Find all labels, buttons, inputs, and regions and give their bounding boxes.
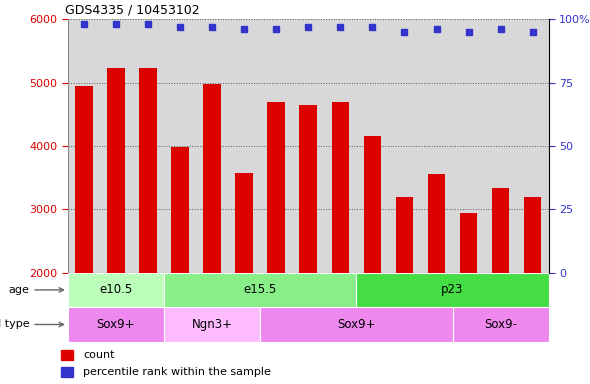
Point: [271, 26, 281, 32]
Bar: [61, 367, 73, 377]
Bar: [396, 197, 413, 273]
Bar: [453, 307, 549, 342]
Bar: [300, 105, 317, 273]
Point: [175, 24, 185, 30]
Bar: [68, 273, 164, 307]
Bar: [363, 136, 381, 273]
Text: cell type: cell type: [0, 319, 64, 329]
Text: percentile rank within the sample: percentile rank within the sample: [83, 367, 271, 377]
Point: [336, 24, 345, 30]
Point: [368, 24, 377, 30]
Bar: [171, 147, 189, 273]
Point: [432, 26, 441, 32]
Point: [464, 29, 473, 35]
Text: Sox9+: Sox9+: [337, 318, 376, 331]
Text: e10.5: e10.5: [99, 283, 133, 296]
Text: count: count: [83, 350, 114, 360]
Point: [79, 21, 88, 27]
Text: age: age: [8, 285, 64, 295]
Bar: [107, 68, 124, 273]
Bar: [492, 189, 509, 273]
Bar: [164, 273, 356, 307]
Text: Ngn3+: Ngn3+: [192, 318, 232, 331]
Bar: [235, 172, 253, 273]
Bar: [267, 102, 285, 273]
Point: [303, 24, 313, 30]
Bar: [164, 307, 260, 342]
Point: [399, 29, 409, 35]
Bar: [356, 273, 549, 307]
Text: GDS4335 / 10453102: GDS4335 / 10453102: [65, 3, 200, 17]
Bar: [428, 174, 445, 273]
Text: Sox9+: Sox9+: [97, 318, 135, 331]
Bar: [460, 213, 477, 273]
Point: [528, 29, 537, 35]
Bar: [524, 197, 542, 273]
Point: [240, 26, 249, 32]
Text: e15.5: e15.5: [244, 283, 277, 296]
Bar: [332, 102, 349, 273]
Bar: [260, 307, 453, 342]
Bar: [75, 86, 93, 273]
Bar: [61, 350, 73, 360]
Bar: [68, 307, 164, 342]
Point: [111, 21, 120, 27]
Point: [207, 24, 217, 30]
Text: Sox9-: Sox9-: [484, 318, 517, 331]
Point: [143, 21, 153, 27]
Point: [496, 26, 505, 32]
Bar: [139, 68, 157, 273]
Text: p23: p23: [441, 283, 464, 296]
Bar: [204, 84, 221, 273]
